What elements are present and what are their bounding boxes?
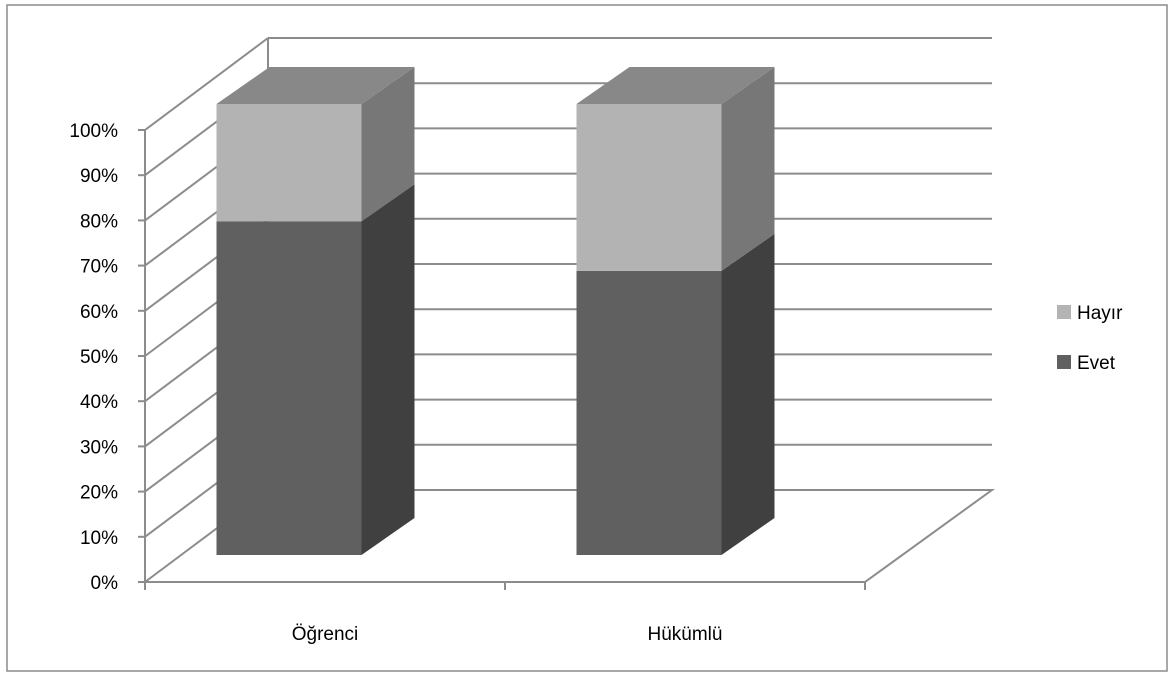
- bar-top: [576, 67, 775, 104]
- bar-segment-hayır: [576, 104, 722, 271]
- y-tick-label: 80%: [80, 211, 118, 232]
- legend-swatch-hayır: [1057, 305, 1071, 319]
- y-tick-label: 90%: [80, 166, 118, 187]
- y-tick-label: 0%: [91, 573, 119, 594]
- y-tick-label: 100%: [69, 121, 118, 142]
- y-tick-label: 50%: [80, 347, 118, 368]
- bar-side-hayır: [721, 67, 775, 271]
- bar-stack: [576, 67, 775, 555]
- legend-swatch-evet: [1057, 355, 1071, 369]
- y-tick-label: 20%: [80, 483, 118, 504]
- gridline-side: [144, 37, 269, 131]
- y-tick-label: 60%: [80, 302, 118, 323]
- bar-segment-evet: [576, 270, 722, 555]
- bar-side-evet: [361, 184, 415, 555]
- y-tick-label: 70%: [80, 257, 118, 278]
- bar-side-hayır: [361, 67, 415, 222]
- bar-side-evet: [721, 233, 775, 555]
- x-tick-label: Hükümlü: [648, 624, 723, 645]
- y-tick-label: 30%: [80, 437, 118, 458]
- bars-layer: [216, 67, 775, 555]
- legend: Hayır Evet: [1057, 303, 1123, 374]
- y-tick-label: 10%: [80, 528, 118, 549]
- bar-segment-hayır: [216, 104, 362, 222]
- bar-stack: [216, 67, 415, 555]
- bar-top: [216, 67, 415, 104]
- y-tick-label: 40%: [80, 392, 118, 413]
- bar-segment-evet: [216, 221, 362, 555]
- labels-layer: 0% 10% 20% 30% 40% 50% 60% 70% 80% 90% 100% Öğrenci…: [69, 121, 722, 645]
- legend-label-evet: Evet: [1077, 353, 1116, 374]
- x-tick-label: Öğrenci: [292, 624, 359, 645]
- legend-label-hayır: Hayır: [1077, 303, 1123, 324]
